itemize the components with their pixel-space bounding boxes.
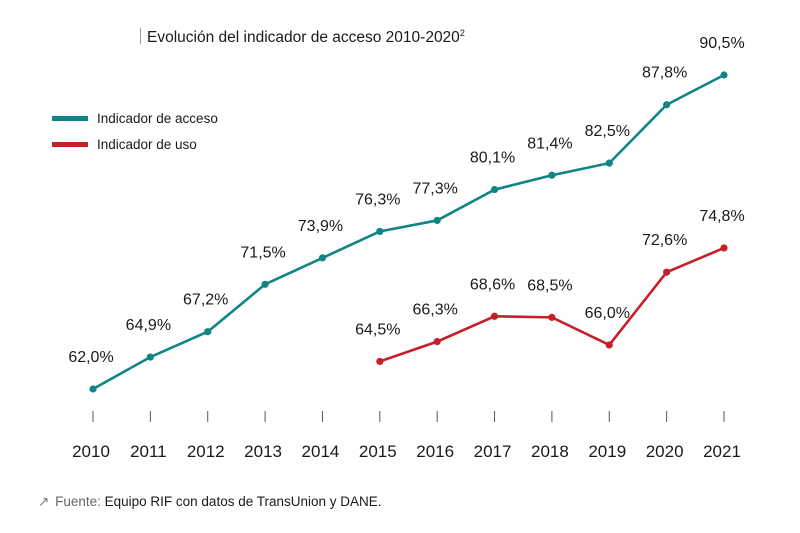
data-point xyxy=(720,71,728,79)
data-point xyxy=(548,313,556,321)
data-label: 71,5% xyxy=(240,244,285,261)
source-label: Fuente: xyxy=(55,494,101,509)
legend-label-uso: Indicador de uso xyxy=(97,136,197,152)
x-tick-label: 2020 xyxy=(646,442,684,461)
data-point xyxy=(605,341,613,349)
data-label: 76,3% xyxy=(355,191,400,208)
series-line-acceso xyxy=(92,73,725,391)
x-tick-label: 2021 xyxy=(703,442,741,461)
data-point xyxy=(204,328,212,336)
x-tick-label: 2018 xyxy=(531,442,569,461)
data-label: 87,8% xyxy=(642,65,687,82)
data-label: 64,5% xyxy=(355,321,400,338)
arrow-up-right-icon: ↗ xyxy=(38,494,50,509)
data-label: 72,6% xyxy=(642,232,687,249)
legend-swatch-uso xyxy=(52,141,88,147)
x-tick-label: 2010 xyxy=(72,442,110,461)
legend-swatch-acceso xyxy=(52,115,88,121)
data-label: 77,3% xyxy=(412,180,457,197)
data-label: 67,2% xyxy=(183,292,228,309)
data-point xyxy=(433,216,441,225)
data-label: 68,6% xyxy=(470,276,515,293)
legend-item-acceso: Indicador de acceso xyxy=(52,105,218,131)
x-tick-label: 2015 xyxy=(359,442,397,461)
data-label: 62,0% xyxy=(68,349,113,366)
data-point xyxy=(261,280,269,288)
x-tick-label: 2012 xyxy=(187,442,225,461)
data-point xyxy=(146,353,154,361)
title-divider xyxy=(140,28,141,45)
source-note: ↗ Fuente: Equipo RIF con datos de TransU… xyxy=(38,494,382,510)
data-point xyxy=(318,254,327,262)
data-point xyxy=(433,338,441,346)
data-label: 68,5% xyxy=(527,277,572,294)
x-tick-label: 2019 xyxy=(588,442,626,461)
data-point xyxy=(89,385,97,393)
chart-title-text: Evolución del indicador de acceso 2010-2… xyxy=(147,29,460,47)
legend: Indicador de acceso Indicador de uso xyxy=(52,105,218,157)
data-label: 74,8% xyxy=(699,208,744,225)
data-point xyxy=(663,101,671,109)
legend-item-uso: Indicador de uso xyxy=(52,131,218,157)
data-point xyxy=(663,268,671,276)
data-point xyxy=(490,312,499,320)
data-point xyxy=(490,185,499,194)
legend-label-acceso: Indicador de acceso xyxy=(97,110,218,126)
data-point xyxy=(376,357,384,366)
data-point xyxy=(605,159,613,167)
data-label: 73,9% xyxy=(298,218,343,235)
data-label: 90,5% xyxy=(699,35,744,52)
data-label: 82,5% xyxy=(585,123,630,140)
title-footnote-mark: 2 xyxy=(459,28,465,38)
x-tick-label: 2017 xyxy=(474,442,512,461)
source-text: Equipo RIF con datos de TransUnion y DAN… xyxy=(104,494,382,509)
data-label: 80,1% xyxy=(470,150,515,167)
data-label: 66,0% xyxy=(585,305,630,322)
data-point xyxy=(376,227,384,236)
chart-title: Evolución del indicador de acceso 2010-2… xyxy=(140,28,465,47)
data-label: 81,4% xyxy=(527,135,572,152)
x-tick-label: 2013 xyxy=(244,442,282,461)
x-tick-label: 2011 xyxy=(130,442,167,461)
data-point xyxy=(720,244,728,252)
data-label: 64,9% xyxy=(126,317,171,334)
x-tick-label: 2016 xyxy=(416,442,454,461)
data-point xyxy=(548,171,556,179)
x-tick-label: 2014 xyxy=(302,442,340,461)
data-label: 66,3% xyxy=(412,302,457,319)
